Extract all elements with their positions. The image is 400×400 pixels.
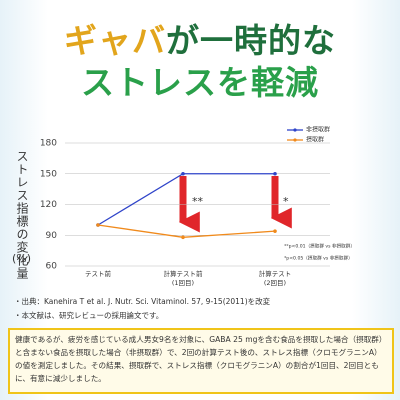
legend-label: 摂取群 <box>306 136 324 144</box>
x-tick-label: 計算テスト (2回目) <box>258 270 292 287</box>
data-point <box>273 229 277 233</box>
y-axis-label: ストレス指標の変化量 <box>15 150 29 280</box>
note: *p<0.05（摂取群 vs 非摂取群） <box>284 255 353 262</box>
annotation: ** <box>192 195 204 208</box>
data-point <box>96 223 100 227</box>
legend-swatch <box>293 128 297 132</box>
note: **p<0.01（摂取群 vs 非摂取群） <box>284 243 355 250</box>
footnote: ・本文献は、研究レビューの採用論文です。 <box>14 311 164 320</box>
title-text: が一時的な <box>166 21 336 60</box>
footnote: ・出典：Kanehira T et al. J. Nutr. Sci. Vita… <box>14 297 271 306</box>
data-point <box>273 171 277 176</box>
y-tick-label: 90 <box>46 231 58 241</box>
title-highlight: ギャバ <box>64 21 166 60</box>
title: ストレスを軽減 <box>81 63 319 102</box>
title: ギャバが一時的な <box>0 14 400 62</box>
data-point <box>181 235 185 240</box>
y-tick-label: 180 <box>40 139 57 149</box>
x-tick-label: テスト前 <box>85 270 111 278</box>
x-tick-label: 計算テスト前 (1回目) <box>163 270 203 287</box>
legend-swatch <box>293 138 297 142</box>
legend-label: 非摂取群 <box>306 126 330 134</box>
y-axis-unit: (%) <box>12 252 32 265</box>
annotation: * <box>283 195 289 208</box>
y-tick-label: 120 <box>40 200 57 210</box>
y-tick-label: 60 <box>46 262 58 272</box>
y-tick-label: 150 <box>40 169 57 179</box>
data-point <box>181 171 185 176</box>
description: 健康であるが、疲労を感じている成人男女9名を対象に、GABA 25 mgを含む食… <box>8 328 394 394</box>
